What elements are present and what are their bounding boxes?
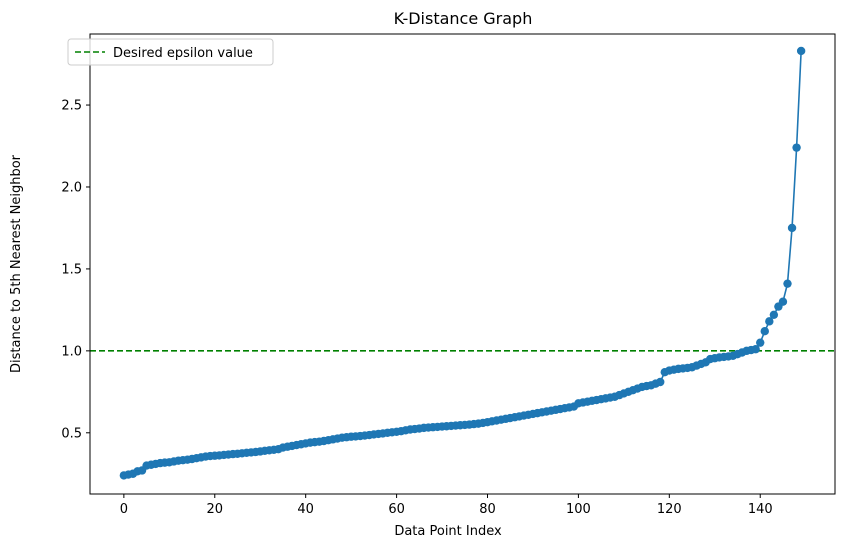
x-tick-label: 0	[120, 502, 128, 517]
y-tick-label: 1.0	[61, 344, 82, 359]
y-axis-title: Distance to 5th Nearest Neighbor	[9, 154, 24, 373]
legend: Desired epsilon value	[67, 38, 274, 66]
data-point	[769, 310, 779, 319]
x-tick-label: 140	[748, 502, 773, 517]
y-tick-label: 2.5	[61, 99, 82, 114]
chart-title: K-Distance Graph	[394, 9, 533, 28]
x-tick-label: 20	[206, 502, 223, 517]
y-tick-label: 1.5	[61, 262, 82, 277]
data-point	[787, 223, 797, 233]
data-point	[792, 143, 801, 152]
axes-frame	[89, 33, 836, 495]
x-axis-title: Data Point Index	[394, 524, 502, 539]
x-tick-label: 100	[566, 502, 591, 517]
y-axis: 0.5 1.0 1.5 2.0 2.5	[61, 99, 90, 441]
data-point	[783, 279, 792, 288]
data-point	[796, 46, 806, 56]
data-point	[778, 297, 788, 306]
data-point	[765, 317, 774, 326]
x-tick-label: 80	[479, 502, 496, 517]
data-point	[656, 377, 665, 387]
x-tick-label: 60	[388, 502, 405, 517]
y-tick-label: 2.0	[61, 180, 82, 195]
data-point	[756, 338, 765, 347]
plot-area	[90, 46, 835, 480]
data-point	[760, 326, 769, 336]
data-point	[751, 345, 760, 354]
x-tick-label: 40	[297, 502, 314, 517]
y-tick-label: 0.5	[61, 426, 82, 441]
legend-label: Desired epsilon value	[113, 46, 253, 61]
legend-box	[67, 38, 274, 66]
x-tick-label: 120	[657, 502, 682, 517]
x-axis: 0 20 40 60 80 100 120 140	[120, 494, 773, 517]
